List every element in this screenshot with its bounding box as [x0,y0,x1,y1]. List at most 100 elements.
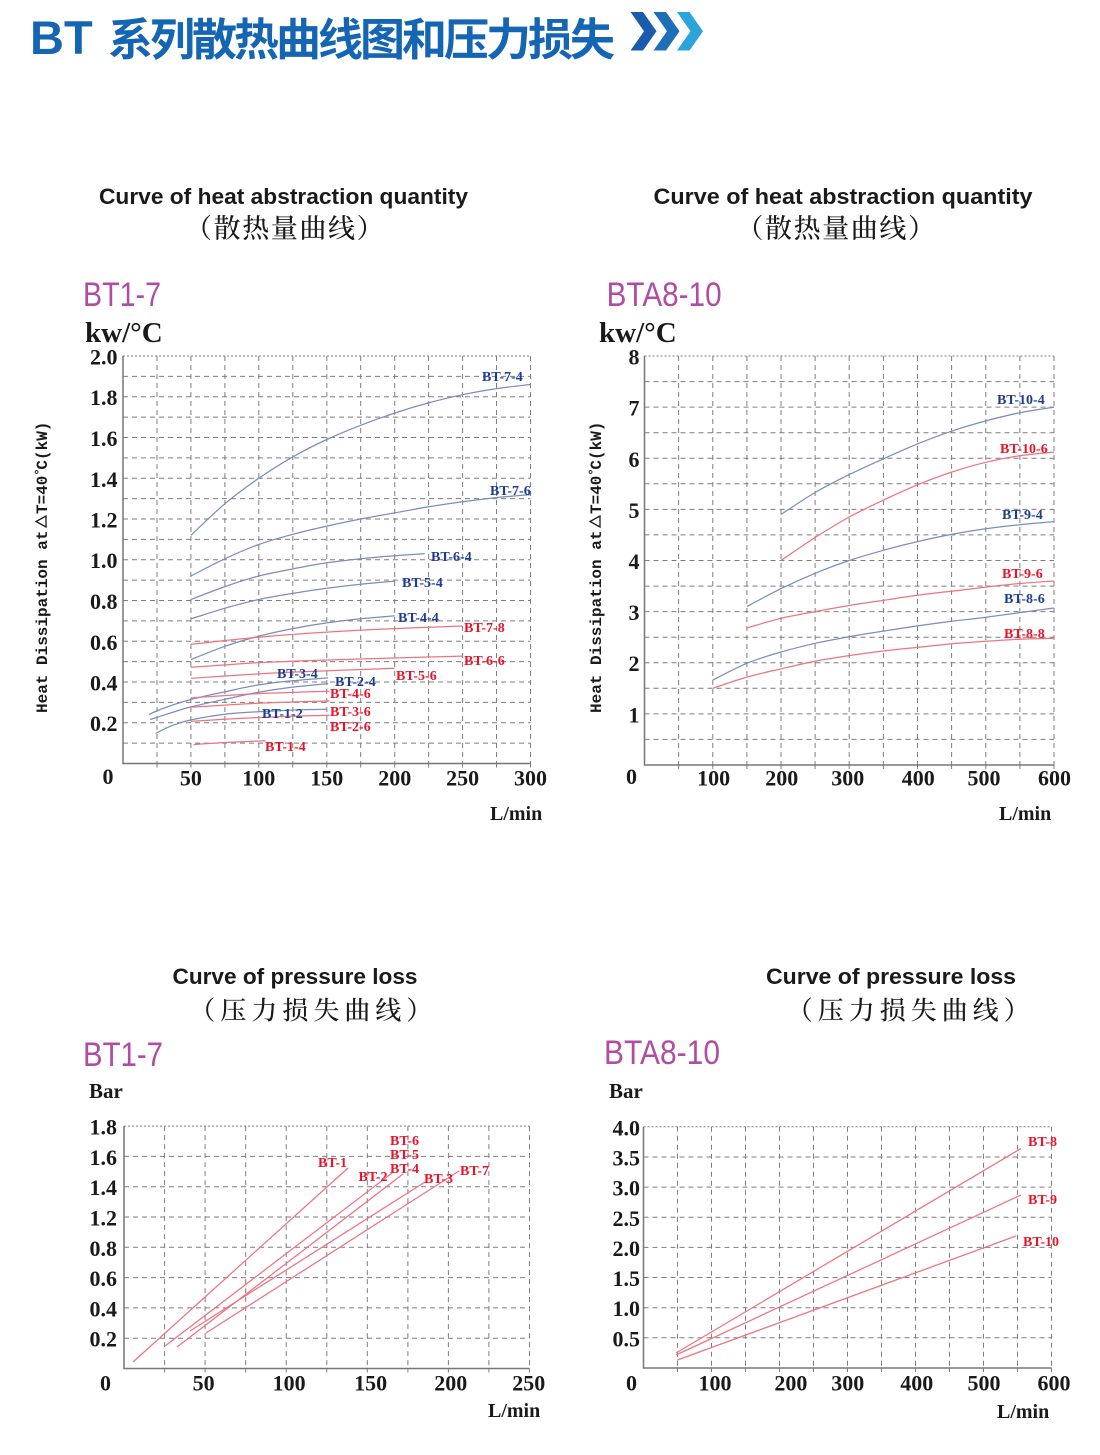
svg-text:BT-1: BT-1 [318,1156,347,1171]
svg-text:BT-3-6: BT-3-6 [330,705,371,720]
svg-text:200: 200 [765,766,798,791]
svg-text:600: 600 [1038,766,1071,791]
svg-text:Heat Dissipation at: Heat Dissipation at [34,531,52,713]
svg-text:500: 500 [968,1371,1001,1396]
svg-text:L/min: L/min [999,803,1051,825]
svg-text:BT1-7: BT1-7 [83,1036,163,1074]
svg-text:500: 500 [968,766,1001,791]
svg-text:4: 4 [629,549,640,574]
svg-text:°: ° [587,468,601,475]
svg-text:100: 100 [697,766,730,791]
svg-text:BT-2-4: BT-2-4 [335,675,376,690]
svg-text:BT-10-4: BT-10-4 [997,393,1045,408]
svg-text:Curve of heat abstraction quan: Curve of heat abstraction quantity [99,184,468,209]
svg-text:0: 0 [626,1371,637,1396]
svg-text:100: 100 [242,766,275,791]
svg-text:BT-4-4: BT-4-4 [398,611,439,626]
svg-text:400: 400 [900,1371,933,1396]
svg-text:5: 5 [629,498,640,523]
svg-text:1.4: 1.4 [90,1175,118,1200]
svg-text:0.4: 0.4 [90,671,118,696]
svg-text:T=40: T=40 [34,476,52,514]
svg-text:BT-3-4: BT-3-4 [277,667,318,682]
svg-text:0.8: 0.8 [90,1236,118,1261]
svg-text:Curve of pressure loss: Curve of pressure loss [766,964,1016,989]
svg-text:BT1-7: BT1-7 [83,276,161,314]
svg-text:0.4: 0.4 [90,1296,118,1321]
svg-text:2.5: 2.5 [613,1206,641,1231]
svg-text:C(kW): C(kW) [588,422,606,470]
svg-text:BT-8-8: BT-8-8 [1004,627,1045,642]
svg-text:3.0: 3.0 [613,1176,641,1201]
svg-text:BT-4-6: BT-4-6 [330,687,371,702]
svg-text:BT-5-4: BT-5-4 [402,576,443,591]
svg-text:100: 100 [273,1371,306,1396]
svg-text:Bar: Bar [609,1079,643,1103]
svg-text:400: 400 [902,766,935,791]
svg-text:Bar: Bar [89,1079,123,1103]
svg-text:BT-9-6: BT-9-6 [1002,567,1043,582]
svg-text:3.5: 3.5 [613,1146,641,1171]
svg-text:1.4: 1.4 [90,467,118,492]
svg-text:0.2: 0.2 [90,711,118,736]
svg-text:0.6: 0.6 [90,1266,118,1291]
svg-text:1.2: 1.2 [90,1206,118,1231]
svg-text:0: 0 [103,764,114,789]
svg-text:0.2: 0.2 [90,1327,118,1352]
svg-text:C(kW): C(kW) [34,422,52,470]
svg-text:0: 0 [626,764,637,789]
svg-text:BT-1-4: BT-1-4 [265,740,306,755]
svg-text:150: 150 [354,1371,387,1396]
svg-text:BT-5: BT-5 [390,1148,419,1163]
svg-text:L/min: L/min [488,1400,540,1422]
svg-text:1.6: 1.6 [90,1145,118,1170]
svg-text:Curve of pressure loss: Curve of pressure loss [173,964,418,989]
svg-text:600: 600 [1038,1371,1071,1396]
svg-text:BT-2: BT-2 [359,1170,388,1185]
svg-text:1: 1 [629,702,640,727]
svg-text:0: 0 [100,1371,111,1396]
svg-text:BT-10-6: BT-10-6 [1000,442,1048,457]
svg-text:250: 250 [446,766,479,791]
svg-text:BT-3: BT-3 [424,1172,453,1187]
svg-text:kw/°C: kw/°C [85,317,163,349]
svg-text:0.8: 0.8 [90,589,118,614]
svg-text:1.0: 1.0 [613,1296,641,1321]
svg-text:200: 200 [378,766,411,791]
svg-text:1.2: 1.2 [90,508,118,533]
svg-text:BT: BT [30,11,93,64]
svg-text:8: 8 [629,345,640,370]
svg-text:BT-9-4: BT-9-4 [1002,508,1043,523]
svg-text:6: 6 [629,447,640,472]
svg-text:0.6: 0.6 [90,630,118,655]
svg-text:1.8: 1.8 [90,1115,118,1140]
svg-text:2: 2 [629,651,640,676]
svg-text:150: 150 [310,766,343,791]
svg-text:250: 250 [512,1371,545,1396]
svg-text:7: 7 [629,396,640,421]
svg-text:BT-2-6: BT-2-6 [330,720,371,735]
svg-text:200: 200 [774,1371,807,1396]
svg-text:BT-6-4: BT-6-4 [431,550,472,565]
svg-text:°: ° [33,468,47,475]
svg-text:300: 300 [514,766,547,791]
svg-text:BT-10: BT-10 [1023,1235,1059,1250]
svg-text:50: 50 [193,1371,215,1396]
svg-text:BT-7-8: BT-7-8 [464,621,505,636]
svg-text:BT-7-6: BT-7-6 [490,484,531,499]
svg-text:2.0: 2.0 [90,345,118,370]
svg-text:4.0: 4.0 [613,1115,641,1140]
svg-text:BT-5-6: BT-5-6 [396,669,437,684]
svg-text:100: 100 [699,1371,732,1396]
svg-text:L/min: L/min [490,803,542,825]
svg-text:300: 300 [831,1371,864,1396]
svg-text:3: 3 [629,600,640,625]
svg-text:L/min: L/min [997,1401,1049,1423]
svg-text:BT-9: BT-9 [1028,1193,1057,1208]
svg-text:BT-4: BT-4 [390,1162,419,1177]
svg-text:BTA8-10: BTA8-10 [607,276,722,314]
svg-text:BT-8-6: BT-8-6 [1004,592,1045,607]
svg-text:T=40: T=40 [588,476,606,514]
svg-text:Heat Dissipation at: Heat Dissipation at [588,531,606,713]
svg-text:BT-7-4: BT-7-4 [482,370,523,385]
